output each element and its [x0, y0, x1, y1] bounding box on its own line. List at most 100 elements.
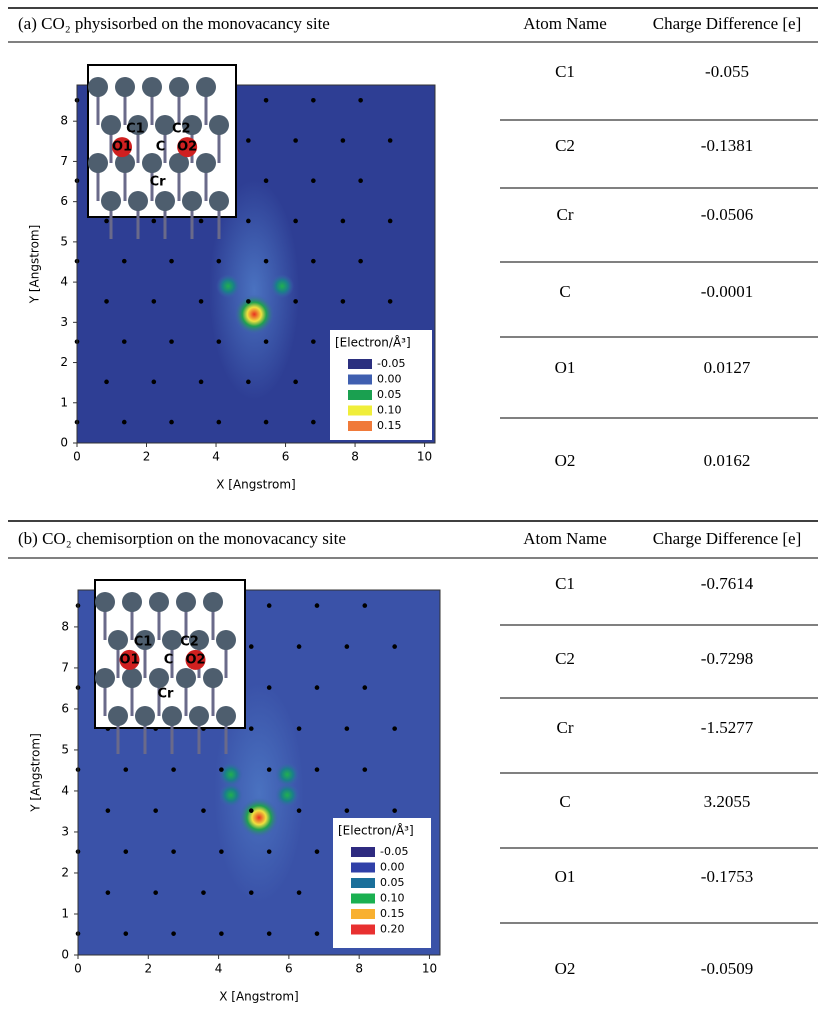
- atom-dot: [311, 339, 316, 344]
- atom-dot: [169, 420, 174, 425]
- panel-title: (b) CO₂ chemisorption on the monovacancy…: [18, 529, 346, 548]
- atom-name: C1: [555, 62, 575, 81]
- x-tick-label: 6: [285, 962, 293, 976]
- x-tick-label: 8: [351, 450, 359, 464]
- charge-difference: -0.0509: [701, 959, 753, 978]
- atom-dot: [199, 299, 204, 304]
- atom: [162, 630, 182, 650]
- atom-dot: [311, 178, 316, 183]
- atom: [162, 706, 182, 726]
- atom-label: C2: [172, 121, 191, 136]
- charge-difference: -0.1381: [701, 136, 753, 155]
- atom: [142, 77, 162, 97]
- atom-label: Cr: [158, 686, 175, 701]
- y-tick-label: 4: [61, 783, 69, 797]
- legend-label: 0.10: [380, 892, 405, 905]
- x-tick-label: 4: [212, 450, 220, 464]
- atom: [95, 592, 115, 612]
- atom-dot: [152, 299, 157, 304]
- atom-label: C1: [126, 121, 145, 136]
- atom-dot: [106, 890, 111, 895]
- atom-label: O2: [177, 140, 197, 155]
- atom: [203, 592, 223, 612]
- atom-dot: [152, 219, 157, 224]
- atom-dot: [293, 299, 298, 304]
- atom-dot: [345, 808, 350, 813]
- legend-label: 0.00: [380, 861, 405, 874]
- atom-dot: [315, 685, 320, 690]
- legend-swatch: [351, 909, 375, 919]
- atom: [108, 706, 128, 726]
- atom-dot: [311, 98, 316, 103]
- atom: [149, 668, 169, 688]
- legend-swatch: [348, 390, 372, 400]
- atom: [142, 153, 162, 173]
- legend-swatch: [348, 406, 372, 416]
- x-tick-label: 0: [74, 962, 82, 976]
- atom-name: C1: [555, 574, 575, 593]
- contour-blob: [270, 274, 294, 298]
- atom-dot: [201, 808, 206, 813]
- y-tick-label: 1: [61, 906, 69, 920]
- column-header: Charge Difference [e]: [653, 14, 802, 33]
- charge-difference: -0.1753: [701, 867, 753, 886]
- atom-dot: [152, 380, 157, 385]
- atom-label: Cr: [150, 175, 167, 190]
- y-tick-label: 8: [60, 114, 68, 128]
- contour-peak: [234, 294, 274, 334]
- atom-dot: [267, 603, 272, 608]
- column-header: Charge Difference [e]: [653, 529, 802, 548]
- atom-dot: [219, 767, 224, 772]
- atom-dot: [293, 219, 298, 224]
- atom-dot: [362, 685, 367, 690]
- atom: [88, 153, 108, 173]
- atom-dot: [388, 219, 393, 224]
- legend-label: -0.05: [380, 845, 408, 858]
- atom-dot: [345, 726, 350, 731]
- atom: [196, 77, 216, 97]
- y-tick-label: 6: [60, 194, 68, 208]
- atom-dot: [246, 219, 251, 224]
- charge-difference: -0.7298: [701, 649, 753, 668]
- atom-dot: [297, 808, 302, 813]
- x-axis-label: X [Angstrom]: [219, 990, 299, 1004]
- atom-dot: [315, 849, 320, 854]
- y-tick-label: 3: [61, 824, 69, 838]
- atom: [108, 630, 128, 650]
- y-tick-label: 7: [60, 154, 68, 168]
- atom-dot: [219, 849, 224, 854]
- atom: [203, 668, 223, 688]
- atom-name: C: [559, 282, 570, 301]
- charge-difference: 0.0162: [704, 451, 751, 470]
- atom-dot: [315, 767, 320, 772]
- atom: [122, 668, 142, 688]
- atom: [155, 191, 175, 211]
- atom: [122, 592, 142, 612]
- legend-label: 0.15: [380, 907, 405, 920]
- legend-label: 0.10: [377, 404, 402, 417]
- x-tick-label: 10: [422, 962, 437, 976]
- y-tick-label: 4: [60, 275, 68, 289]
- atom-label: C: [156, 140, 166, 155]
- atom-dot: [264, 259, 269, 264]
- atom-label: C2: [180, 635, 199, 650]
- contour-blob: [219, 763, 243, 787]
- y-tick-label: 6: [61, 701, 69, 715]
- atom-dot: [267, 849, 272, 854]
- atom-dot: [169, 339, 174, 344]
- charge-difference: -0.7614: [701, 574, 754, 593]
- atom: [209, 191, 229, 211]
- atom-dot: [171, 849, 176, 854]
- atom-dot: [392, 644, 397, 649]
- atom-name: O2: [555, 959, 576, 978]
- charge-difference: 3.2055: [704, 792, 751, 811]
- contour-peak: [239, 798, 279, 838]
- atom-dot: [345, 644, 350, 649]
- atom-label: O1: [112, 140, 132, 155]
- y-tick-label: 5: [60, 234, 68, 248]
- atom-dot: [264, 98, 269, 103]
- legend-label: 0.15: [377, 419, 402, 432]
- atom-dot: [388, 138, 393, 143]
- atom-dot: [297, 644, 302, 649]
- atom-name: C: [559, 792, 570, 811]
